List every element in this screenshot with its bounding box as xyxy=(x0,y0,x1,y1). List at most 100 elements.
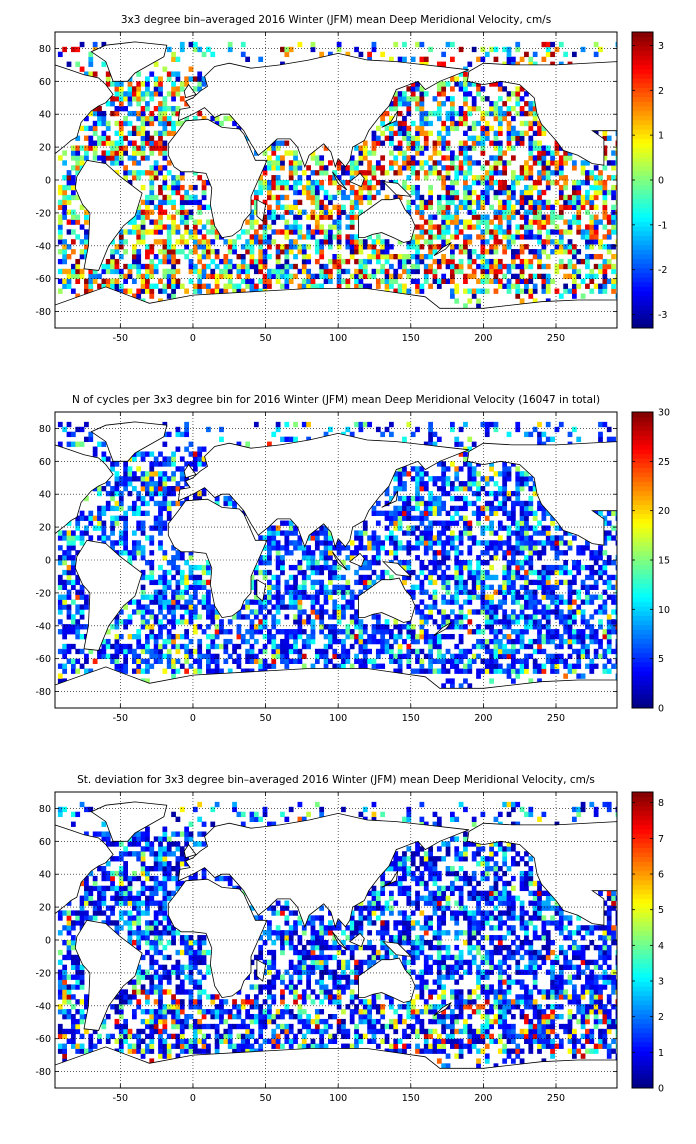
data-bin xyxy=(533,284,538,289)
data-bin xyxy=(515,530,520,535)
data-bin xyxy=(520,195,525,200)
data-bin xyxy=(546,274,551,279)
data-bin xyxy=(319,530,324,535)
data-bin xyxy=(437,639,442,644)
data-bin xyxy=(202,654,207,659)
data-bin xyxy=(271,530,276,535)
data-bin xyxy=(607,259,612,264)
data-bin xyxy=(293,215,298,220)
data-bin xyxy=(337,604,342,609)
data-bin xyxy=(406,175,411,180)
data-bin xyxy=(520,269,525,274)
data-bin xyxy=(467,575,472,580)
data-bin xyxy=(359,190,364,195)
data-bin xyxy=(402,530,407,535)
data-bin xyxy=(284,590,289,595)
data-bin xyxy=(550,659,555,664)
data-bin xyxy=(380,570,385,575)
data-bin xyxy=(568,249,573,254)
data-bin xyxy=(180,215,185,220)
data-bin xyxy=(502,575,507,580)
data-bin xyxy=(611,224,616,229)
data-bin xyxy=(302,619,307,624)
data-bin xyxy=(337,205,342,210)
data-bin xyxy=(132,545,137,550)
data-bin xyxy=(454,535,459,540)
data-bin xyxy=(537,585,542,590)
data-bin xyxy=(589,289,594,294)
data-bin xyxy=(406,165,411,170)
data-bin xyxy=(67,595,72,600)
data-bin xyxy=(376,654,381,659)
data-bin xyxy=(245,659,250,664)
data-bin xyxy=(480,244,485,249)
data-bin xyxy=(616,254,621,259)
data-bin xyxy=(515,599,520,604)
data-bin xyxy=(406,506,411,511)
data-bin xyxy=(385,516,390,521)
data-bin xyxy=(507,669,512,674)
data-bin xyxy=(398,629,403,634)
data-bin xyxy=(537,639,542,644)
data-bin xyxy=(136,634,141,639)
data-bin xyxy=(132,111,137,116)
data-bin xyxy=(206,604,211,609)
data-bin xyxy=(520,634,525,639)
data-bin xyxy=(302,210,307,215)
colorbar-segment xyxy=(632,231,653,236)
data-bin xyxy=(158,215,163,220)
data-bin xyxy=(123,659,128,664)
data-bin xyxy=(167,659,172,664)
data-bin xyxy=(524,540,529,545)
data-bin xyxy=(511,91,516,96)
data-bin xyxy=(84,145,89,150)
data-bin xyxy=(589,550,594,555)
data-bin xyxy=(167,279,172,284)
data-bin xyxy=(393,535,398,540)
data-bin xyxy=(511,185,516,190)
data-bin xyxy=(302,249,307,254)
data-bin xyxy=(337,229,342,234)
data-bin xyxy=(550,590,555,595)
data-bin xyxy=(306,224,311,229)
data-bin xyxy=(428,575,433,580)
data-bin xyxy=(611,195,616,200)
data-bin xyxy=(280,565,285,570)
data-bin xyxy=(158,185,163,190)
data-bin xyxy=(302,279,307,284)
data-bin xyxy=(302,555,307,560)
data-bin xyxy=(141,264,146,269)
data-bin xyxy=(284,521,289,526)
data-bin xyxy=(441,195,446,200)
data-bin xyxy=(450,264,455,269)
data-bin xyxy=(563,52,568,57)
data-bin xyxy=(284,585,289,590)
data-bin xyxy=(254,264,259,269)
data-bin xyxy=(454,570,459,575)
data-bin xyxy=(158,111,163,116)
data-bin xyxy=(158,624,163,629)
data-bin xyxy=(284,269,289,274)
data-bin xyxy=(572,269,577,274)
data-bin xyxy=(202,570,207,575)
data-bin xyxy=(581,673,586,678)
data-bin xyxy=(515,659,520,664)
data-bin xyxy=(71,614,76,619)
data-bin xyxy=(197,279,202,284)
data-bin xyxy=(498,259,503,264)
data-bin xyxy=(441,525,446,530)
data-bin xyxy=(611,619,616,624)
data-bin xyxy=(480,259,485,264)
data-bin xyxy=(528,224,533,229)
data-bin xyxy=(550,180,555,185)
data-bin xyxy=(459,264,464,269)
data-bin xyxy=(219,121,224,126)
data-bin xyxy=(324,609,329,614)
data-bin xyxy=(171,624,176,629)
data-bin xyxy=(459,619,464,624)
data-bin xyxy=(171,175,176,180)
data-bin xyxy=(271,595,276,600)
data-bin xyxy=(189,609,194,614)
data-bin xyxy=(406,254,411,259)
data-bin xyxy=(520,298,525,303)
